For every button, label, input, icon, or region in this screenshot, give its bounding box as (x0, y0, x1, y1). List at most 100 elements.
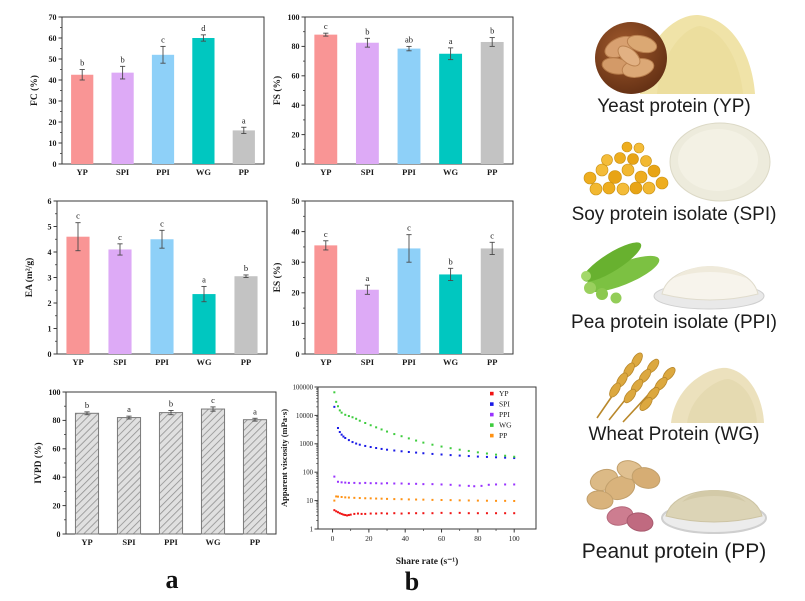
svg-text:50: 50 (49, 55, 57, 64)
svg-text:WG: WG (196, 357, 212, 367)
svg-text:c: c (324, 229, 328, 239)
panel-b-label: b (404, 567, 420, 596)
svg-text:SPI: SPI (361, 167, 375, 177)
svg-text:1: 1 (48, 324, 52, 333)
svg-text:Apparent viscosity (mPa·s): Apparent viscosity (mPa·s) (279, 409, 289, 507)
svg-text:60: 60 (53, 445, 61, 454)
svg-text:c: c (211, 395, 215, 405)
svg-text:YP: YP (499, 389, 509, 398)
svg-text:a: a (127, 404, 131, 414)
yeast-powder-icon (594, 14, 755, 94)
svg-text:100: 100 (303, 470, 314, 477)
svg-text:YP: YP (81, 537, 92, 547)
sample-caption-spi: Soy protein isolate (SPI) (571, 204, 777, 225)
wheat-photo (579, 338, 769, 423)
svg-text:SPI: SPI (113, 357, 127, 367)
svg-text:c: c (324, 21, 328, 31)
svg-text:a: a (202, 274, 206, 284)
svg-text:0: 0 (296, 350, 300, 359)
svg-text:a: a (366, 273, 370, 283)
svg-text:PPI: PPI (402, 357, 416, 367)
sample-wheat-protein: Wheat Protein (WG) (545, 338, 803, 446)
svg-text:10: 10 (306, 498, 313, 505)
svg-text:FC (%): FC (%) (29, 75, 40, 106)
svg-text:a: a (449, 36, 453, 46)
svg-text:PP: PP (241, 357, 251, 367)
svg-text:FS (%): FS (%) (272, 76, 283, 105)
svg-text:SPI: SPI (361, 357, 375, 367)
svg-text:c: c (161, 34, 165, 44)
svg-text:20: 20 (292, 289, 300, 298)
protein-sample-column: Yeast protein (YP) (545, 0, 803, 601)
sample-soy-protein: Soy protein isolate (SPI) (545, 120, 803, 226)
chart-ivpd: 0 20 40 60 80 100 IVPD (%) b YP a SPI b PPI c WG a PP (32, 380, 282, 561)
svg-text:80: 80 (474, 535, 482, 543)
svg-text:YP: YP (320, 357, 331, 367)
svg-text:WG: WG (205, 537, 221, 547)
svg-text:EA (m²/g): EA (m²/g) (24, 258, 35, 298)
svg-text:0: 0 (48, 350, 52, 359)
svg-text:100: 100 (49, 388, 61, 397)
soybean-powder-icon (583, 122, 770, 202)
svg-text:3: 3 (48, 273, 52, 282)
svg-text:20: 20 (49, 118, 57, 127)
svg-text:ab: ab (405, 34, 413, 44)
svg-text:PPI: PPI (156, 167, 170, 177)
svg-text:PP: PP (487, 357, 497, 367)
svg-text:40: 40 (402, 535, 410, 543)
svg-text:c: c (407, 223, 411, 233)
svg-text:WG: WG (443, 167, 459, 177)
chart-emulsion-stability: 0 10 20 30 40 50 ES (%) c YP a SPI c PPI b WG c PP (271, 189, 519, 381)
svg-text:4: 4 (48, 248, 52, 257)
svg-text:1000: 1000 (299, 441, 313, 448)
svg-text:70: 70 (49, 13, 57, 22)
svg-text:100: 100 (288, 13, 300, 22)
svg-text:d: d (201, 23, 206, 33)
svg-text:c: c (76, 211, 80, 221)
svg-text:PPI: PPI (155, 357, 169, 367)
svg-text:c: c (490, 230, 494, 240)
svg-text:60: 60 (438, 535, 446, 543)
sample-peanut-protein: Peanut protein (PP) (545, 452, 803, 563)
svg-text:20: 20 (53, 501, 61, 510)
chart-apparent-viscosity: 1 10 100 1000 10000 100000 0 20 40 60 80 100 Share r… (278, 379, 540, 576)
svg-text:WG: WG (499, 420, 512, 429)
svg-text:SPI: SPI (116, 167, 130, 177)
svg-text:0: 0 (57, 530, 61, 539)
yeast-protein-photo (582, 2, 767, 95)
svg-text:b: b (490, 26, 494, 36)
svg-text:Share rate (s⁻¹): Share rate (s⁻¹) (396, 556, 459, 567)
svg-text:b: b (169, 398, 173, 408)
svg-text:5: 5 (48, 222, 52, 231)
svg-text:20: 20 (365, 535, 373, 543)
svg-text:a: a (242, 115, 246, 125)
svg-text:30: 30 (49, 97, 57, 106)
pea-powder-icon (581, 242, 765, 310)
svg-text:40: 40 (292, 227, 300, 236)
svg-text:c: c (118, 232, 122, 242)
svg-text:SPI: SPI (499, 399, 510, 408)
svg-text:10000: 10000 (296, 413, 314, 420)
svg-text:30: 30 (292, 258, 300, 267)
wheat-powder-icon (596, 352, 764, 423)
svg-text:40: 40 (49, 76, 57, 85)
chart-emulsifying-activity: 0 1 2 3 4 5 6 EA (m²/g) c YP c SPI c PPI a WG b PP (23, 189, 273, 381)
svg-text:a: a (253, 406, 257, 416)
svg-text:WG: WG (196, 167, 212, 177)
svg-text:40: 40 (53, 473, 61, 482)
svg-text:60: 60 (292, 72, 300, 81)
svg-text:60: 60 (49, 34, 57, 43)
svg-text:SPI: SPI (122, 537, 136, 547)
svg-text:50: 50 (292, 197, 300, 206)
sample-caption-yp: Yeast protein (YP) (597, 96, 751, 117)
svg-text:1: 1 (310, 526, 313, 533)
svg-text:ES (%): ES (%) (272, 263, 283, 293)
svg-text:100000: 100000 (293, 384, 314, 391)
svg-text:b: b (448, 256, 452, 266)
svg-text:80: 80 (53, 416, 61, 425)
svg-text:IVPD (%): IVPD (%) (33, 442, 44, 483)
svg-text:0: 0 (296, 160, 300, 169)
svg-text:PP: PP (239, 167, 249, 177)
svg-text:PPI: PPI (164, 537, 178, 547)
